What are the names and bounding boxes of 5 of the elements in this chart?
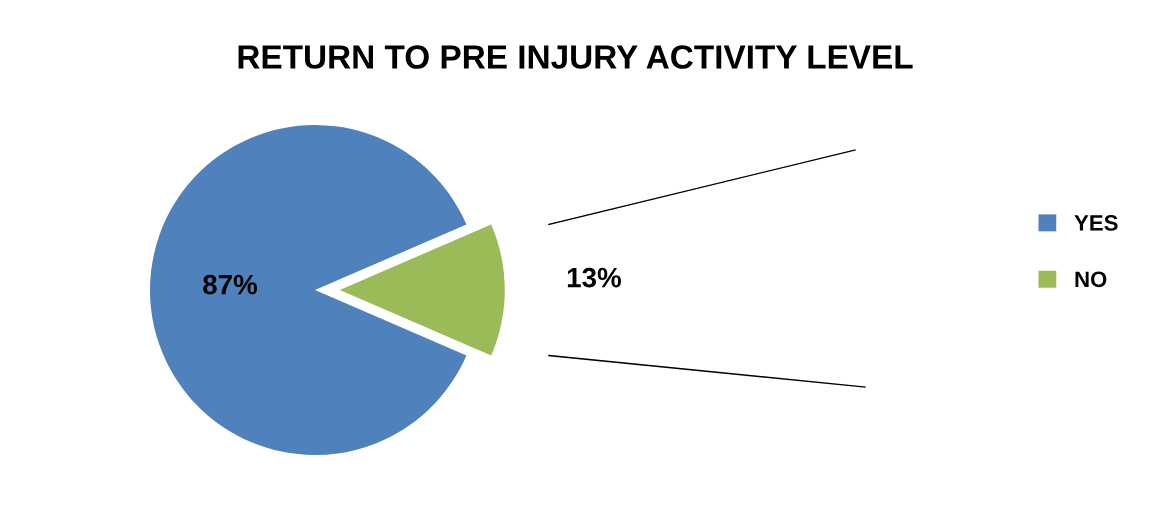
- chart-title: RETURN TO PRE INJURY ACTIVITY LEVEL: [238, 45, 913, 69]
- legend-label: YES: [1074, 215, 1118, 231]
- legend-label: NO: [1075, 271, 1107, 288]
- data-label: 13%: [567, 267, 621, 288]
- data-label: 87%: [203, 274, 258, 295]
